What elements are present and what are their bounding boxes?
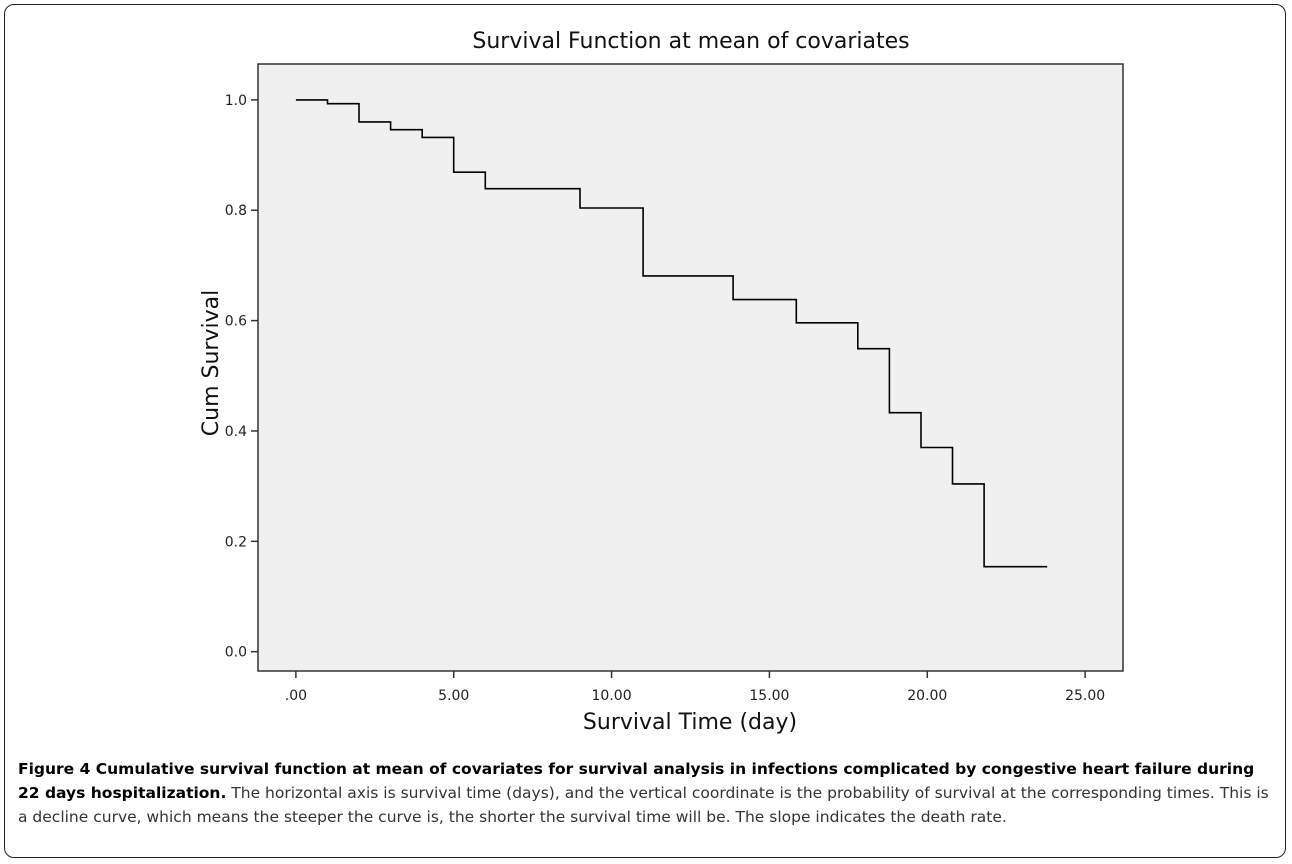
x-tick-label: 5.00 <box>438 688 469 704</box>
series-group <box>295 99 1048 568</box>
plot-area <box>257 63 1124 672</box>
x-tick-label: 25.00 <box>1065 688 1105 704</box>
x-tick-label: 15.00 <box>749 688 789 704</box>
survival-chart: Survival Function at mean of covariates … <box>199 29 1124 735</box>
x-tick-label: .00 <box>285 688 307 704</box>
y-tick-label: 0.0 <box>225 645 247 661</box>
y-tick-label: 0.4 <box>225 424 247 440</box>
x-tick-label: 10.00 <box>592 688 632 704</box>
y-axis: 0.0 0.2 0.4 0.6 0.8 1.0 <box>225 93 258 661</box>
survival-step-line <box>295 99 1048 568</box>
y-tick-label: 0.6 <box>225 314 247 330</box>
x-axis: .00 5.00 10.00 15.00 20.00 25.00 <box>285 671 1105 704</box>
chart-title: Survival Function at mean of covariates <box>472 29 909 54</box>
x-axis-label: Survival Time (day) <box>583 710 797 735</box>
figure-caption: Figure 4 Cumulative survival function at… <box>18 757 1280 829</box>
y-tick-label: 0.8 <box>225 203 247 219</box>
y-tick-label: 1.0 <box>225 93 247 109</box>
y-tick-label: 0.2 <box>225 534 247 550</box>
y-axis-label: Cum Survival <box>199 290 224 436</box>
x-tick-label: 20.00 <box>907 688 947 704</box>
caption-text: The horizontal axis is survival time (da… <box>18 784 1269 826</box>
caption-title: Figure 4 Cumulative survival function at… <box>18 760 1255 802</box>
